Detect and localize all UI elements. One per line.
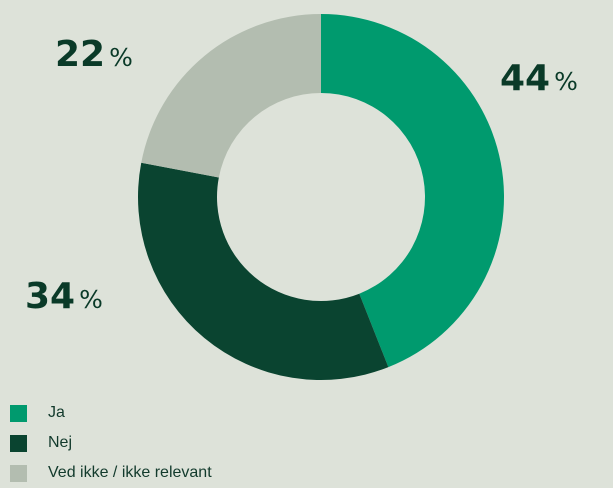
- slice-ved-ikke-ikke-relevant: [141, 14, 321, 178]
- legend-swatch: [10, 434, 27, 452]
- slice-value-label: 22%: [55, 34, 133, 75]
- legend-item-ved-ikke: Ved ikke / ikke relevant: [10, 458, 212, 488]
- donut-slices: [137, 14, 505, 380]
- slice-ja: [321, 14, 505, 368]
- legend-label: Ved ikke / ikke relevant: [48, 464, 212, 481]
- legend-item-nej: Nej: [10, 428, 212, 458]
- slice-nej: [137, 162, 389, 380]
- legend-swatch: [10, 404, 27, 422]
- slice-value-label: 34%: [25, 276, 103, 317]
- legend-label: Ja: [48, 404, 65, 421]
- legend-swatch: [10, 464, 27, 482]
- slice-value-label: 44%: [500, 58, 578, 99]
- legend-item-ja: Ja: [10, 398, 212, 428]
- legend-label: Nej: [48, 434, 73, 451]
- slice-labels: 44 % 34 % 22%: [25, 34, 578, 317]
- chart-legend: Ja Nej Ved ikke / ikke relevant: [10, 398, 212, 488]
